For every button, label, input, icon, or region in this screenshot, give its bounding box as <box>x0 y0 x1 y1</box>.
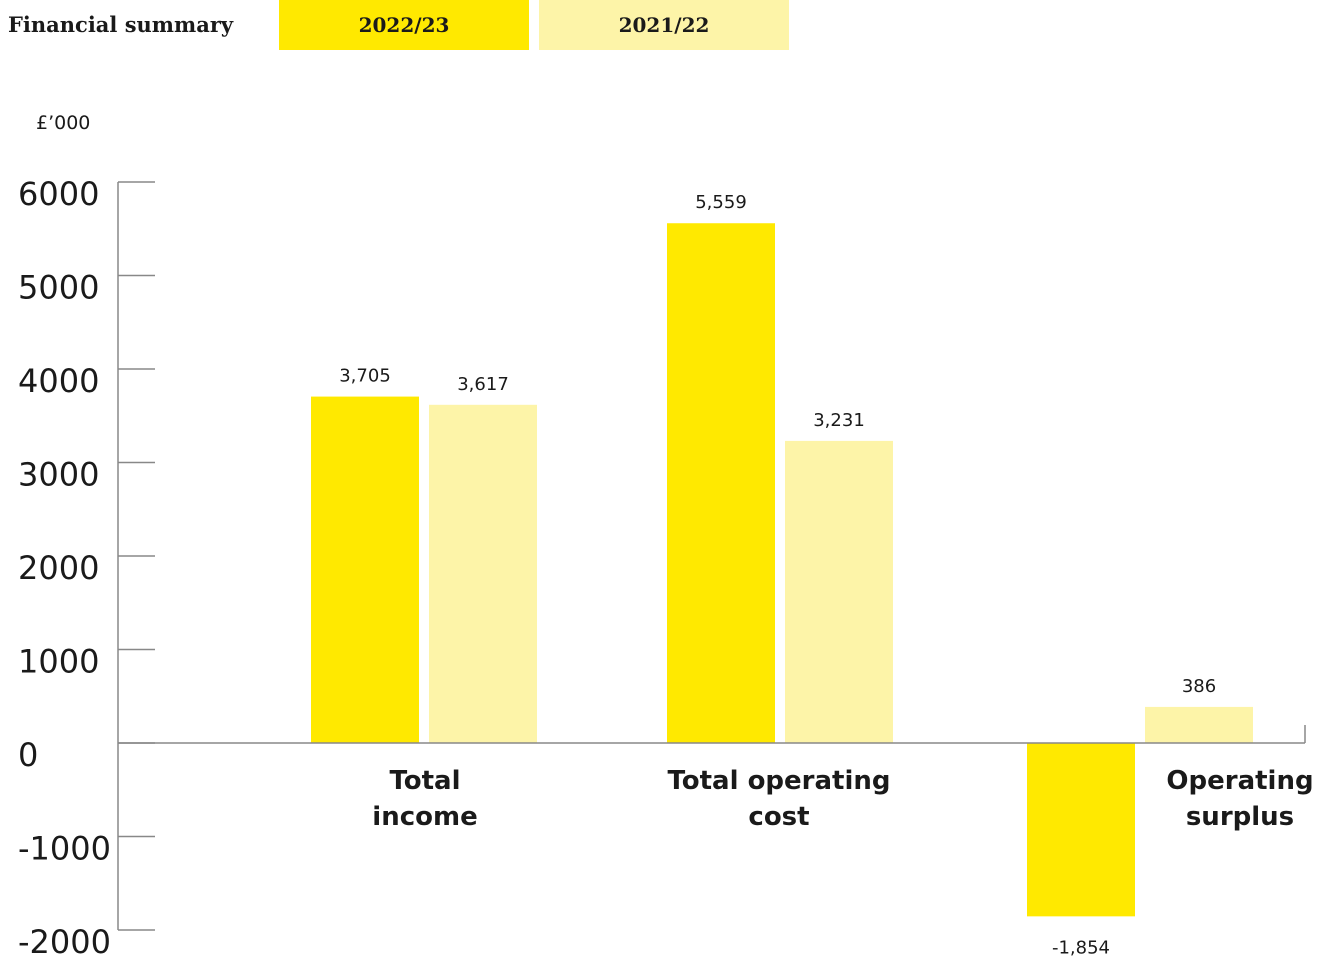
y-tick-label: -1000 <box>18 830 111 868</box>
value-label: 3,617 <box>457 374 509 395</box>
value-label: 5,559 <box>695 192 747 213</box>
y-tick-label: 4000 <box>18 362 99 400</box>
y-tick-label: 6000 <box>18 175 99 213</box>
legend-swatch <box>279 0 529 50</box>
bar <box>429 404 537 743</box>
value-label: -1,854 <box>1052 937 1110 958</box>
y-tick-label: 2000 <box>18 549 99 587</box>
y-tick-label: 3000 <box>18 456 99 494</box>
bar <box>311 396 419 743</box>
value-label: 3,231 <box>813 410 865 431</box>
chart-title: Financial summary <box>8 12 234 37</box>
y-tick-label: -2000 <box>18 923 111 960</box>
x-tick-label: Total income <box>372 766 478 832</box>
y-axis-label: £’000 <box>36 112 91 134</box>
value-label: 3,705 <box>339 366 391 387</box>
bar <box>1027 743 1135 917</box>
bar <box>785 440 893 743</box>
value-label: 386 <box>1182 676 1216 697</box>
y-tick-label: 1000 <box>18 643 99 681</box>
y-tick-label: 0 <box>18 736 38 774</box>
x-tick-label: Total operating cost <box>667 766 891 832</box>
bar <box>667 223 775 743</box>
y-tick-label: 5000 <box>18 269 99 307</box>
legend-swatch <box>539 0 789 50</box>
x-tick-label: Operating surplus <box>1166 766 1314 832</box>
legend-label: 2022/23 <box>358 13 450 37</box>
legend-label: 2021/22 <box>618 13 710 37</box>
bar <box>1145 706 1253 743</box>
